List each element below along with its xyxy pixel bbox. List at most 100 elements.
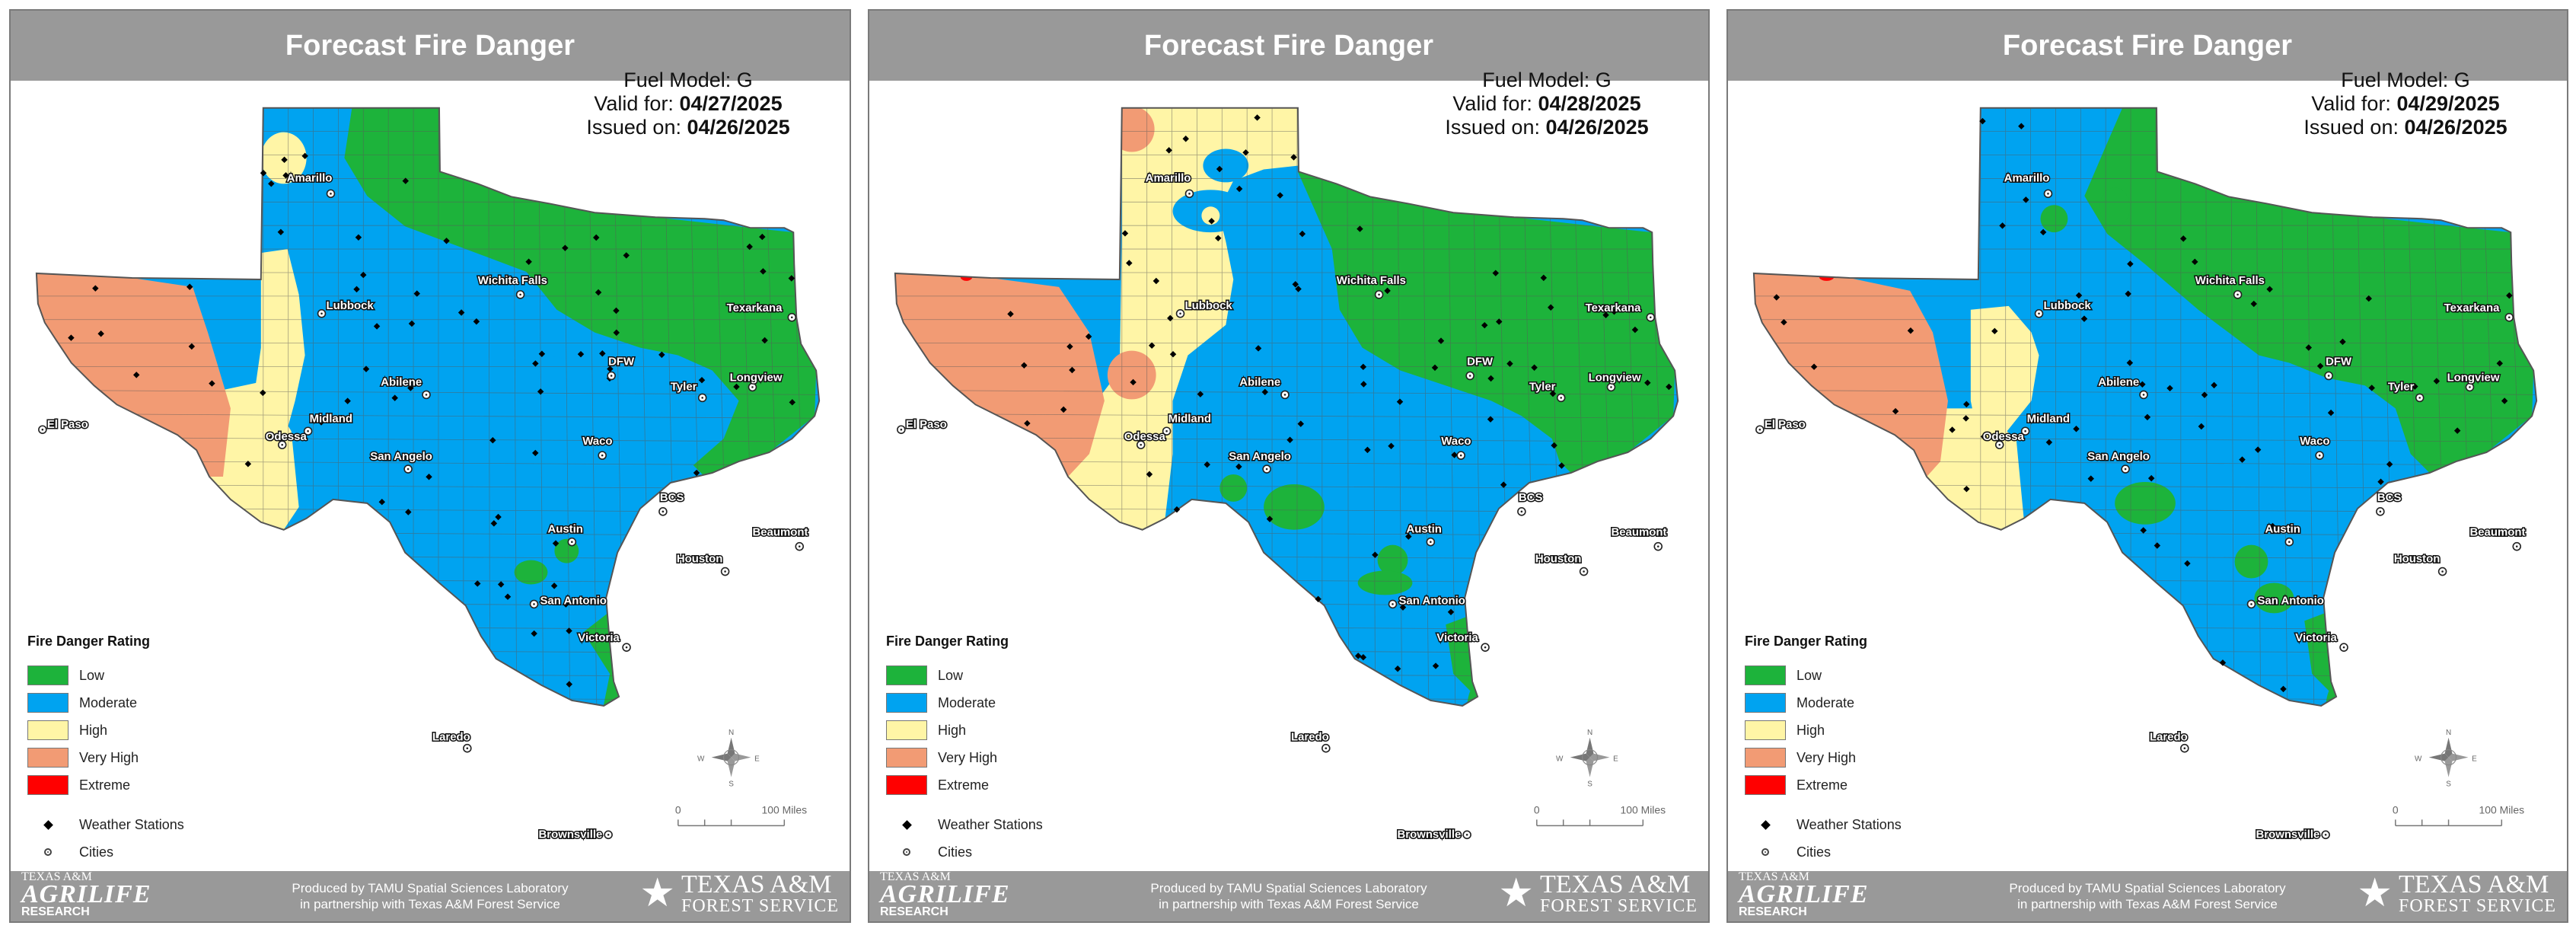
panel-title: Forecast Fire Danger [1728, 11, 2567, 81]
city-label: DFW [2326, 356, 2352, 369]
scale-end-label: 100 Miles [1620, 803, 1666, 816]
compass-e: E [2472, 755, 2477, 764]
city-lubbock: Lubbock [317, 298, 375, 318]
legend-item-high: High [886, 720, 966, 740]
city-label: Victoria [1436, 631, 1478, 644]
texas-outline [894, 107, 1679, 707]
city-amarillo: Amarillo [2003, 171, 2053, 199]
city-bcs: BCS [2376, 490, 2402, 516]
city-waco: Waco [2299, 434, 2331, 460]
city-label: Brownsville [538, 828, 602, 841]
compass-w: W [2415, 755, 2422, 764]
legend-label: Very High [1797, 749, 1857, 765]
city-brownsville: Brownsville [1396, 827, 1471, 842]
city-laredo: Laredo [431, 729, 472, 753]
city-label: El Paso [906, 418, 947, 431]
scale-end-label: 100 Miles [2479, 803, 2524, 816]
weather-station-marker [599, 350, 606, 357]
compass-s: S [2446, 780, 2451, 789]
weather-station-marker [1354, 653, 1362, 659]
city-label: San Angelo [2087, 450, 2150, 463]
zone-low [2040, 205, 2068, 233]
zone-moderate [1203, 148, 1249, 183]
legend-label: High [938, 722, 967, 738]
weather-station-marker [1295, 286, 1302, 292]
legend-label: Very High [938, 749, 998, 765]
city-label: Waco [1441, 435, 1471, 448]
zone-low [2084, 107, 2534, 477]
legend-item-moderate: Moderate [886, 693, 996, 713]
city-label: Texarkana [2444, 302, 2500, 314]
legend-label: Extreme [1797, 777, 1848, 793]
weather-station-marker [698, 376, 706, 384]
texas-fire-danger-map: Amarillo Lubbock Wichita Falls Texarkana DFW… [35, 107, 821, 842]
weather-station-marker [550, 582, 558, 589]
legend-item-low: Low [886, 665, 963, 685]
diamond-icon [901, 819, 912, 830]
panel-footer: TEXAS A&M AGRILIFE RESEARCH Produced by … [869, 871, 1708, 921]
city-san-antonio: San Antonio [529, 593, 607, 609]
city-midland: Midland [303, 411, 354, 436]
city-label: San Angelo [1229, 450, 1291, 463]
legend-title: Fire Danger Rating [27, 634, 151, 649]
city-label: Wichita Falls [2195, 274, 2265, 287]
valid-date: 04/27/2025 [679, 92, 783, 115]
panel-title: Forecast Fire Danger [11, 11, 850, 81]
city-label: Tyler [1529, 380, 1556, 393]
legend-label: High [1797, 722, 1825, 738]
panel-footer: TEXAS A&M AGRILIFE RESEARCH Produced by … [11, 871, 850, 921]
agrilife-research-logo: TEXAS A&M AGRILIFE RESEARCH [1739, 870, 1869, 918]
city-label: DFW [608, 356, 635, 369]
credits: Produced by TAMU Spatial Sciences Labora… [869, 880, 1708, 912]
scale-bar: 0 100 Miles [2393, 803, 2524, 827]
city-label: BCS [1519, 491, 1543, 504]
weather-station-marker [1547, 304, 1554, 311]
weather-station-marker [1405, 533, 1412, 540]
weather-station-marker [1292, 281, 1299, 288]
weather-station-marker [405, 509, 412, 515]
compass-w: W [1556, 755, 1564, 764]
city-beaumont: Beaumont [751, 525, 809, 551]
city-label: Midland [1168, 412, 1211, 425]
city-abilene: Abilene [1239, 375, 1290, 400]
weather-station-marker [531, 630, 537, 637]
fuel-model: Fuel Model: G [623, 69, 753, 91]
city-label: Lubbock [1184, 299, 1232, 312]
forecast-info: Fuel Model: G Valid for: 04/27/2025 Issu… [536, 69, 840, 139]
city-label: Texarkana [1586, 302, 1641, 314]
scale-zero-label: 0 [1534, 803, 1540, 816]
city-label: Waco [582, 435, 612, 448]
issued-date: 04/26/2025 [2404, 116, 2507, 139]
city-bcs: BCS [1517, 490, 1544, 516]
weather-station-marker [497, 581, 505, 588]
zone-low [2115, 481, 2176, 525]
city-texarkana: Texarkana [2443, 300, 2514, 322]
zone-high [1201, 206, 1220, 225]
city-laredo: Laredo [2148, 729, 2189, 753]
city-label: Longview [2447, 371, 2500, 384]
weather-station-marker [1266, 515, 1274, 522]
weather-station-marker [1666, 383, 1672, 391]
legend-swatch [27, 665, 69, 685]
zone-very-high [1108, 107, 1155, 152]
weather-station-marker [1549, 390, 1557, 397]
legend-swatch [27, 775, 69, 795]
weather-station-marker [562, 244, 569, 251]
valid-for: Valid for: 04/29/2025 [2311, 92, 2500, 115]
city-label: Waco [2300, 435, 2329, 448]
legend-label: Extreme [79, 777, 131, 793]
city-san-angelo: San Angelo [369, 449, 433, 474]
city-laredo: Laredo [1290, 729, 1331, 753]
legend-swatch [1745, 775, 1786, 795]
legend-label: Cities [1797, 844, 1832, 860]
forecast-panel: Amarillo Lubbock Wichita Falls Texarkana DFW… [9, 9, 851, 923]
weather-station-marker [1255, 345, 1262, 352]
city-label: El Paso [1765, 418, 1806, 431]
forecast-info: Fuel Model: G Valid for: 04/28/2025 Issu… [1395, 69, 1699, 139]
city-dot-icon [903, 848, 910, 856]
city-label: Wichita Falls [478, 274, 547, 287]
diamond-icon [1760, 819, 1771, 830]
legend-weather-stations: Weather Stations [1745, 815, 1902, 835]
legend-item-very-high: Very High [886, 748, 997, 768]
city-lubbock: Lubbock [1175, 298, 1234, 318]
